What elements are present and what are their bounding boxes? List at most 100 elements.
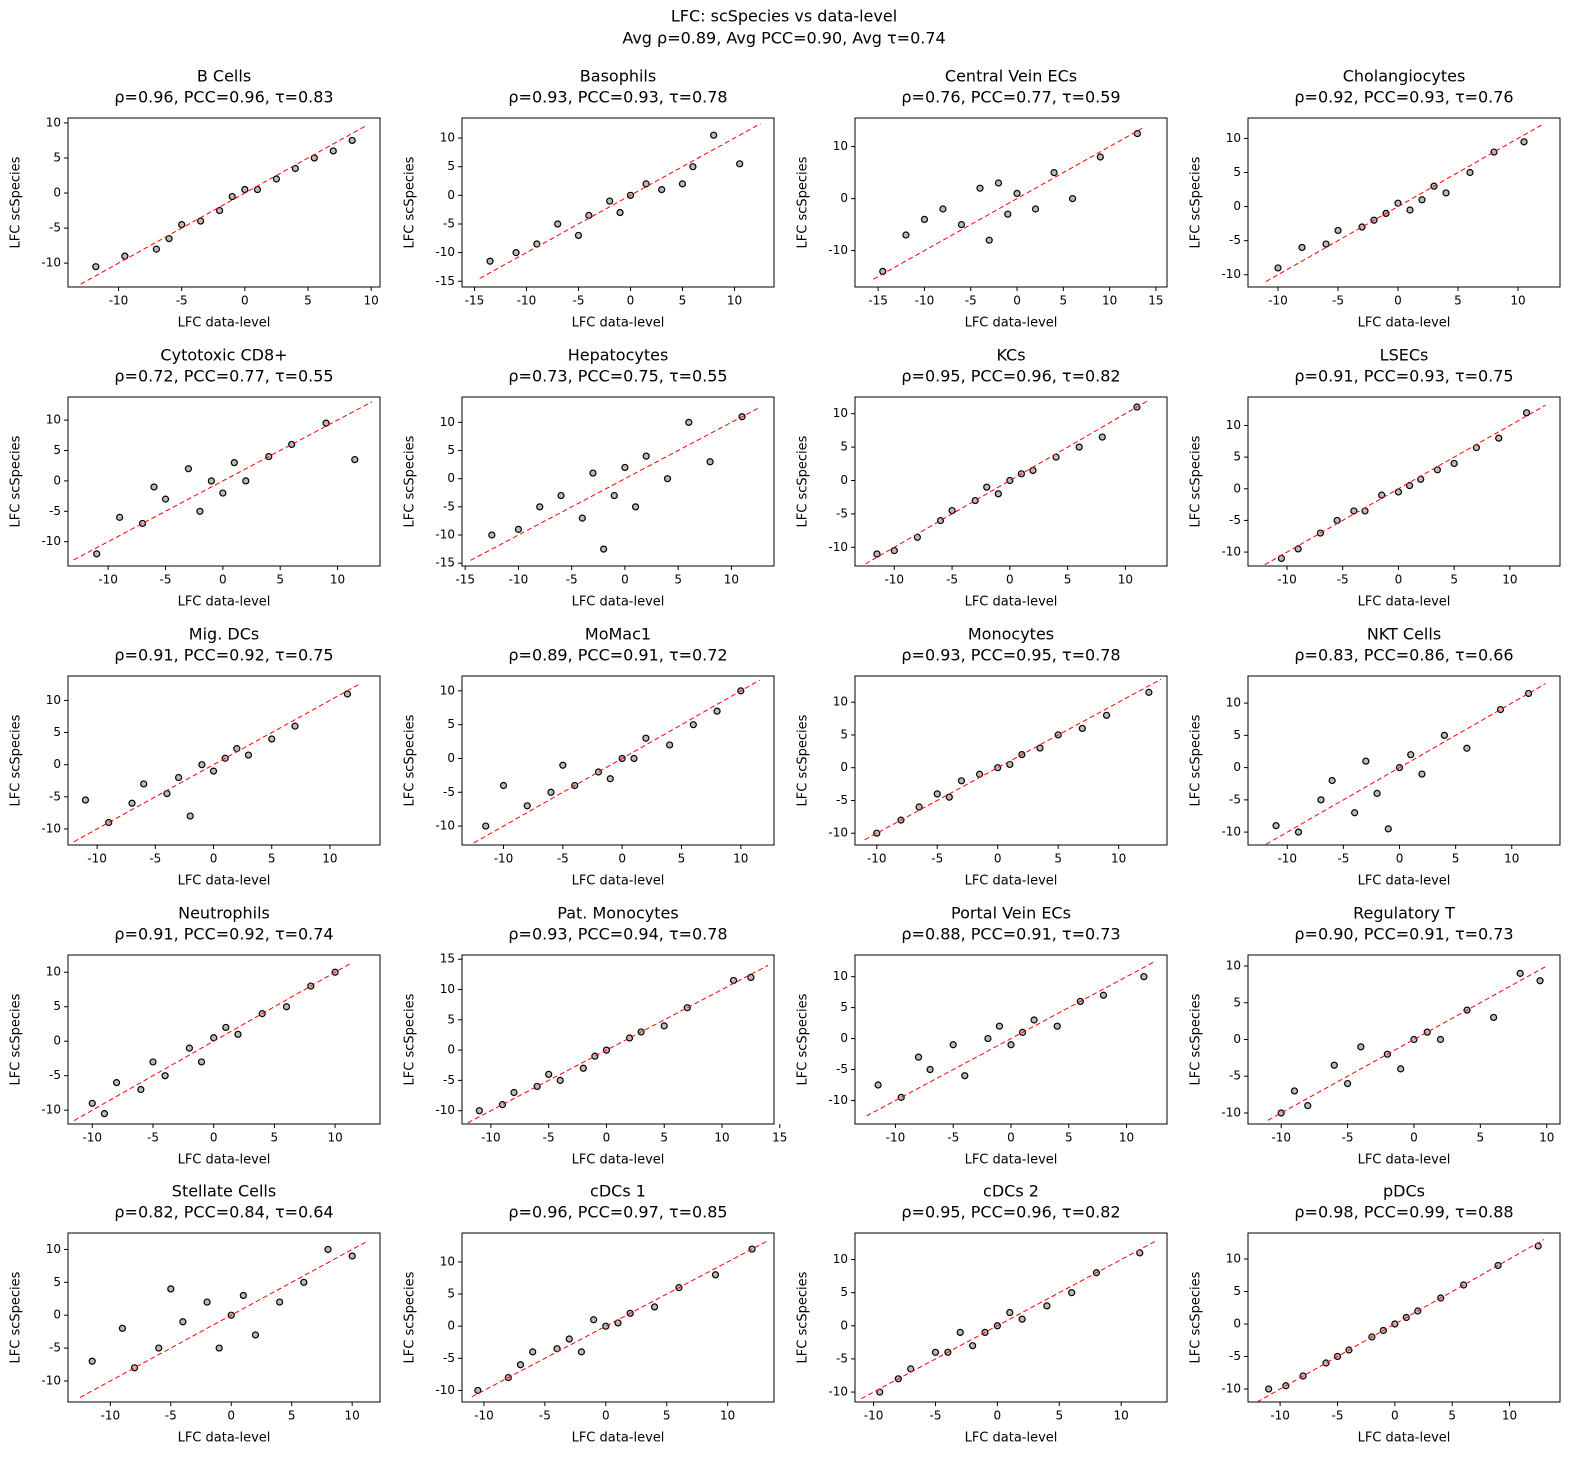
point — [736, 160, 744, 168]
y-tick-label: 10 — [833, 1252, 848, 1266]
subplot-subtitle: ρ=0.76, PCC=0.77, τ=0.59 — [901, 88, 1120, 107]
x-tick-label: 10 — [1118, 573, 1133, 587]
x-tick-label: 0 — [621, 573, 629, 587]
x-tick-label: 0 — [1391, 1409, 1399, 1423]
x-axis-label: LFC data-level — [178, 595, 271, 610]
point — [1460, 1281, 1468, 1289]
subplot: Basophils ρ=0.93, PCC=0.93, τ=0.78 -15 -10 -… — [403, 67, 775, 331]
point — [969, 1342, 977, 1350]
x-tick-label: -15 — [465, 294, 485, 308]
point — [1007, 1041, 1015, 1049]
x-tick-label: -5 — [543, 1131, 555, 1145]
point — [902, 231, 910, 239]
y-tick-label: 5 — [840, 1000, 848, 1014]
y-tick-label: 10 — [833, 139, 848, 153]
subplot-subtitle: ρ=0.88, PCC=0.91, τ=0.73 — [901, 925, 1120, 944]
x-axis-label: LFC data-level — [572, 874, 665, 889]
point — [1350, 507, 1358, 515]
point — [1322, 240, 1330, 248]
y-tick-label: 5 — [53, 999, 61, 1013]
y-tick-label: 0 — [53, 186, 61, 200]
point — [161, 1072, 169, 1080]
point — [945, 793, 953, 801]
point — [268, 735, 276, 743]
x-tick-label: -5 — [149, 852, 161, 866]
y-tick-label: -5 — [49, 221, 61, 235]
point — [100, 1110, 109, 1118]
point — [523, 802, 531, 810]
x-tick-label: 5 — [1477, 1131, 1485, 1145]
point — [616, 208, 624, 217]
point — [1068, 1289, 1076, 1297]
x-tick-label: 15 — [772, 1131, 787, 1145]
point — [574, 231, 583, 240]
point — [234, 1030, 242, 1038]
x-tick-label: 5 — [276, 573, 284, 587]
x-tick-label: -5 — [572, 294, 584, 308]
x-tick-label: 10 — [1502, 1409, 1517, 1423]
axes-frame — [854, 1232, 1168, 1403]
y-tick-label: 0 — [840, 760, 848, 774]
y-tick-label: 5 — [447, 717, 455, 731]
point — [957, 777, 966, 785]
subplot-subtitle: ρ=0.91, PCC=0.93, τ=0.75 — [1294, 367, 1513, 386]
y-tick-label: -5 — [443, 1351, 455, 1365]
point — [545, 1070, 553, 1078]
y-tick-label: -10 — [41, 821, 61, 835]
x-axis-label: LFC data-level — [1358, 874, 1451, 889]
point — [1030, 1016, 1038, 1024]
y-axis-label: LFC scSpecies — [1189, 714, 1204, 806]
y-axis-label: LFC scSpecies — [1189, 1271, 1204, 1363]
point — [128, 799, 136, 807]
subplot-title: KCs — [996, 346, 1025, 365]
plot-area — [473, 679, 761, 844]
x-tick-label: -15 — [868, 294, 888, 308]
y-tick-label: 0 — [1233, 199, 1241, 213]
point — [1145, 688, 1153, 696]
x-tick-label: -5 — [1337, 573, 1349, 587]
point — [93, 550, 101, 558]
y-tick-label: -5 — [443, 499, 455, 513]
y-tick-label: 10 — [46, 413, 61, 427]
x-tick-label: 5 — [1065, 1131, 1073, 1145]
point — [1334, 226, 1342, 235]
point — [174, 773, 183, 782]
subplot-title: Regulatory T — [1353, 904, 1455, 923]
x-tick-label: 10 — [720, 1409, 735, 1423]
point — [683, 1004, 691, 1012]
point — [138, 519, 147, 528]
point — [486, 257, 494, 265]
y-axis-label: LFC scSpecies — [403, 156, 418, 248]
y-axis-label: LFC scSpecies — [9, 714, 24, 806]
point — [276, 1298, 284, 1306]
point — [915, 803, 923, 811]
x-tick-label: 10 — [1119, 1131, 1134, 1145]
point — [666, 741, 674, 749]
subplot-subtitle: ρ=0.91, PCC=0.92, τ=0.74 — [114, 925, 333, 944]
y-tick-label: 0 — [840, 473, 848, 487]
subplot-subtitle: ρ=0.82, PCC=0.84, τ=0.64 — [114, 1203, 333, 1222]
point — [1078, 724, 1086, 733]
x-tick-label: 0 — [1013, 294, 1021, 308]
subplot: Cholangiocytes ρ=0.92, PCC=0.93, τ=0.76 -1… — [1189, 67, 1561, 331]
y-tick-label: 5 — [840, 1285, 848, 1299]
x-tick-label: -10 — [109, 294, 129, 308]
x-tick-label: -10 — [1277, 573, 1297, 587]
point — [197, 217, 205, 225]
x-tick-label: 0 — [1396, 852, 1404, 866]
point — [499, 781, 508, 790]
x-tick-label: 10 — [364, 294, 379, 308]
y-tick-label: 5 — [840, 440, 848, 454]
plot-area — [1267, 965, 1547, 1121]
subplot-title: cDCs 2 — [983, 1182, 1039, 1201]
y-tick-label: -5 — [836, 1062, 848, 1076]
point — [1373, 789, 1381, 797]
x-tick-label: 10 — [330, 573, 345, 587]
point — [1436, 1035, 1445, 1044]
axes-frame — [67, 1232, 381, 1403]
x-tick-label: 0 — [603, 1131, 611, 1145]
reference-line — [1264, 404, 1546, 566]
y-tick-label: -10 — [828, 1093, 848, 1107]
